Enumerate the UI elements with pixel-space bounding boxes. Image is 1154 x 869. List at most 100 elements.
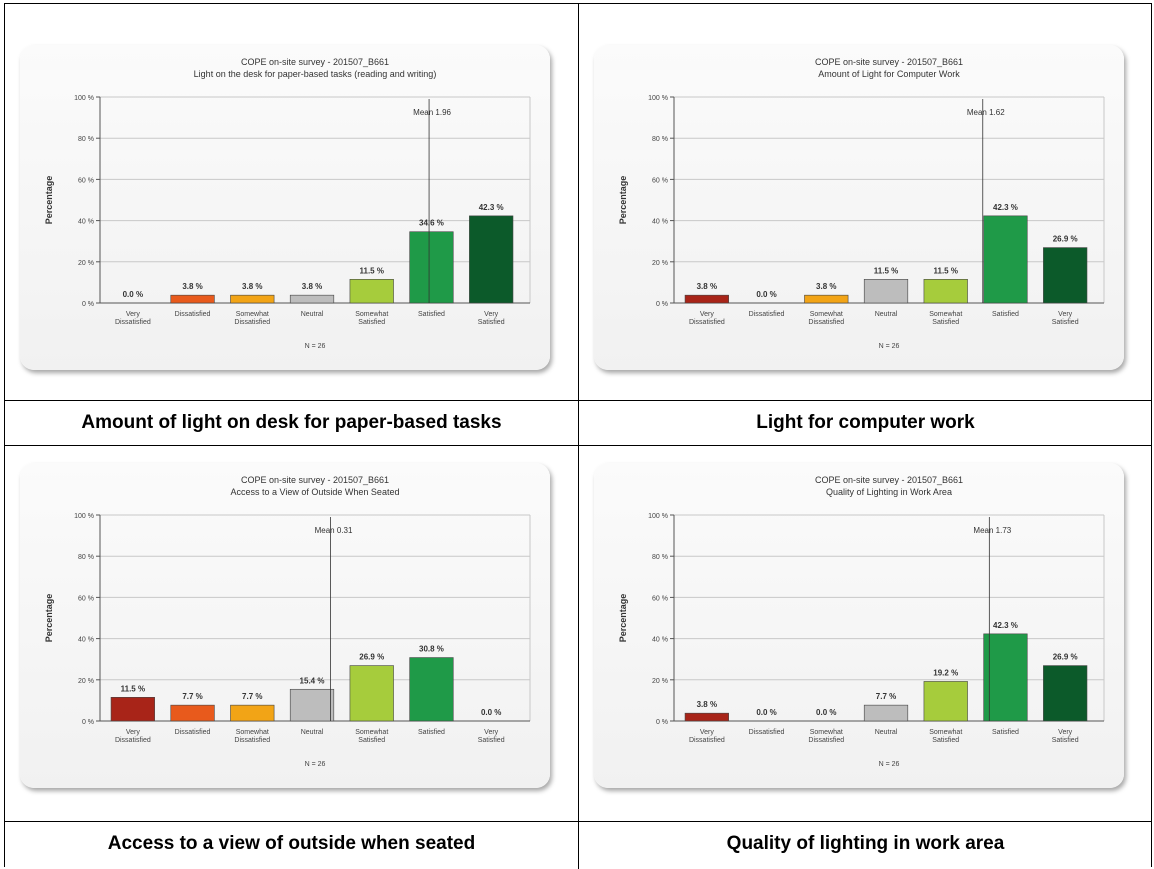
- x-tick-label: Dissatisfied: [175, 729, 211, 736]
- x-tick-label: Satisfied: [478, 737, 505, 744]
- x-tick-label: Dissatisfied: [808, 737, 844, 744]
- x-tick-label: Somewhat: [236, 729, 269, 736]
- y-tick-label: 0 %: [82, 719, 94, 726]
- x-tick-label: Satisfied: [1052, 737, 1079, 744]
- bar: [170, 704, 215, 722]
- x-tick-label: Very: [1058, 311, 1073, 318]
- bar-value-label: 15.4 %: [300, 676, 325, 685]
- x-tick-label: Dissatisfied: [234, 737, 270, 744]
- caption-computer-work: Light for computer work: [756, 412, 975, 433]
- x-tick-label: Somewhat: [355, 729, 388, 736]
- y-tick-label: 80 %: [78, 554, 94, 561]
- bar-value-label: 7.7 %: [876, 692, 896, 701]
- x-tick-label: Dissatisfied: [115, 319, 151, 326]
- caption-light-on-desk: Amount of light on desk for paper-based …: [81, 412, 502, 433]
- y-tick-label: 100 %: [648, 95, 668, 102]
- bar-value-label: 19.2 %: [933, 668, 958, 677]
- chart-subtitle: Access to a View of Outside When Seated: [231, 487, 400, 497]
- bar-value-label: 3.8 %: [816, 282, 836, 291]
- bar-value-label: 3.8 %: [182, 282, 202, 291]
- y-tick-label: 100 %: [74, 513, 94, 520]
- x-axis-label: N = 26: [879, 761, 900, 768]
- bar-value-label: 3.8 %: [697, 700, 717, 709]
- x-tick-label: Neutral: [875, 729, 898, 736]
- bar: [289, 688, 335, 722]
- y-tick-label: 40 %: [78, 219, 94, 226]
- y-tick-label: 40 %: [652, 219, 668, 226]
- bar-value-label: 3.8 %: [697, 282, 717, 291]
- x-tick-label: Satisfied: [478, 319, 505, 326]
- x-tick-label: Dissatisfied: [234, 319, 270, 326]
- bar-value-label: 3.8 %: [242, 282, 262, 291]
- bar: [863, 279, 909, 304]
- bar-value-label: 7.7 %: [182, 692, 202, 701]
- x-tick-label: Satisfied: [1052, 319, 1079, 326]
- chart-card: [594, 463, 1124, 788]
- x-tick-label: Satisfied: [418, 729, 445, 736]
- chart-panel-computer-work: COPE on-site survey - 201507_B661 Amount …: [594, 45, 1124, 370]
- x-tick-label: Dissatisfied: [749, 311, 785, 318]
- x-tick-label: Dissatisfied: [175, 311, 211, 318]
- x-tick-label: Somewhat: [810, 311, 843, 318]
- bar: [923, 681, 968, 722]
- y-tick-label: 20 %: [652, 260, 668, 267]
- bar: [230, 704, 275, 722]
- mean-label: Mean 0.31: [315, 526, 353, 535]
- y-axis-label: Percentage: [618, 176, 628, 225]
- y-tick-label: 20 %: [652, 678, 668, 685]
- x-tick-label: Neutral: [875, 311, 898, 318]
- x-tick-label: Somewhat: [810, 729, 843, 736]
- bar-value-label: 0.0 %: [756, 708, 776, 717]
- y-axis-label: Percentage: [44, 176, 54, 225]
- y-tick-label: 60 %: [78, 177, 94, 184]
- x-tick-label: Neutral: [301, 311, 324, 318]
- grid-divider-2: [4, 445, 1152, 446]
- bar-value-label: 26.9 %: [1053, 653, 1078, 662]
- grid-divider-vertical: [578, 3, 579, 869]
- x-tick-label: Very: [700, 729, 715, 736]
- chart-card: [594, 45, 1124, 370]
- chart-svg: COPE on-site survey - 201507_B661 Amount …: [618, 57, 1105, 350]
- bar-value-label: 11.5 %: [934, 266, 958, 275]
- x-tick-label: Satisfied: [932, 737, 959, 744]
- y-tick-label: 0 %: [656, 719, 668, 726]
- x-axis-label: N = 26: [879, 343, 900, 350]
- x-tick-label: Very: [484, 729, 499, 736]
- bar-value-label: 42.3 %: [993, 203, 1018, 212]
- x-tick-label: Very: [484, 311, 499, 318]
- chart-title: COPE on-site survey - 201507_B661: [241, 475, 389, 485]
- bar-value-label: 42.3 %: [479, 203, 504, 212]
- mean-label: Mean 1.62: [967, 108, 1005, 117]
- bar-value-label: 42.3 %: [993, 621, 1018, 630]
- bar: [349, 279, 394, 304]
- x-tick-label: Satisfied: [418, 311, 445, 318]
- x-axis-label: N = 26: [305, 343, 326, 350]
- chart-subtitle: Quality of Lighting in Work Area: [826, 487, 952, 497]
- y-tick-label: 80 %: [652, 554, 668, 561]
- chart-subtitle: Amount of Light for Computer Work: [818, 69, 960, 79]
- y-tick-label: 20 %: [78, 678, 94, 685]
- y-tick-label: 20 %: [78, 260, 94, 267]
- bar-value-label: 0.0 %: [816, 708, 836, 717]
- bar-value-label: 34.6 %: [419, 219, 444, 228]
- caption-view-outside: Access to a view of outside when seated: [107, 833, 476, 854]
- bar: [863, 704, 909, 722]
- x-tick-label: Very: [1058, 729, 1073, 736]
- grid-divider-3: [4, 821, 1152, 822]
- bar-value-label: 11.5 %: [360, 266, 384, 275]
- x-tick-label: Dissatisfied: [689, 319, 725, 326]
- y-axis-label: Percentage: [44, 594, 54, 643]
- x-tick-label: Very: [126, 311, 141, 318]
- bar: [469, 215, 514, 304]
- x-tick-label: Somewhat: [355, 311, 388, 318]
- y-tick-label: 100 %: [74, 95, 94, 102]
- bar-value-label: 11.5 %: [121, 684, 145, 693]
- bar: [409, 231, 454, 304]
- bar-value-label: 0.0 %: [123, 290, 143, 299]
- bar: [409, 657, 454, 722]
- y-axis-label: Percentage: [618, 594, 628, 643]
- x-tick-label: Satisfied: [992, 729, 1019, 736]
- chart-card: [20, 45, 550, 370]
- x-axis-label: N = 26: [305, 761, 326, 768]
